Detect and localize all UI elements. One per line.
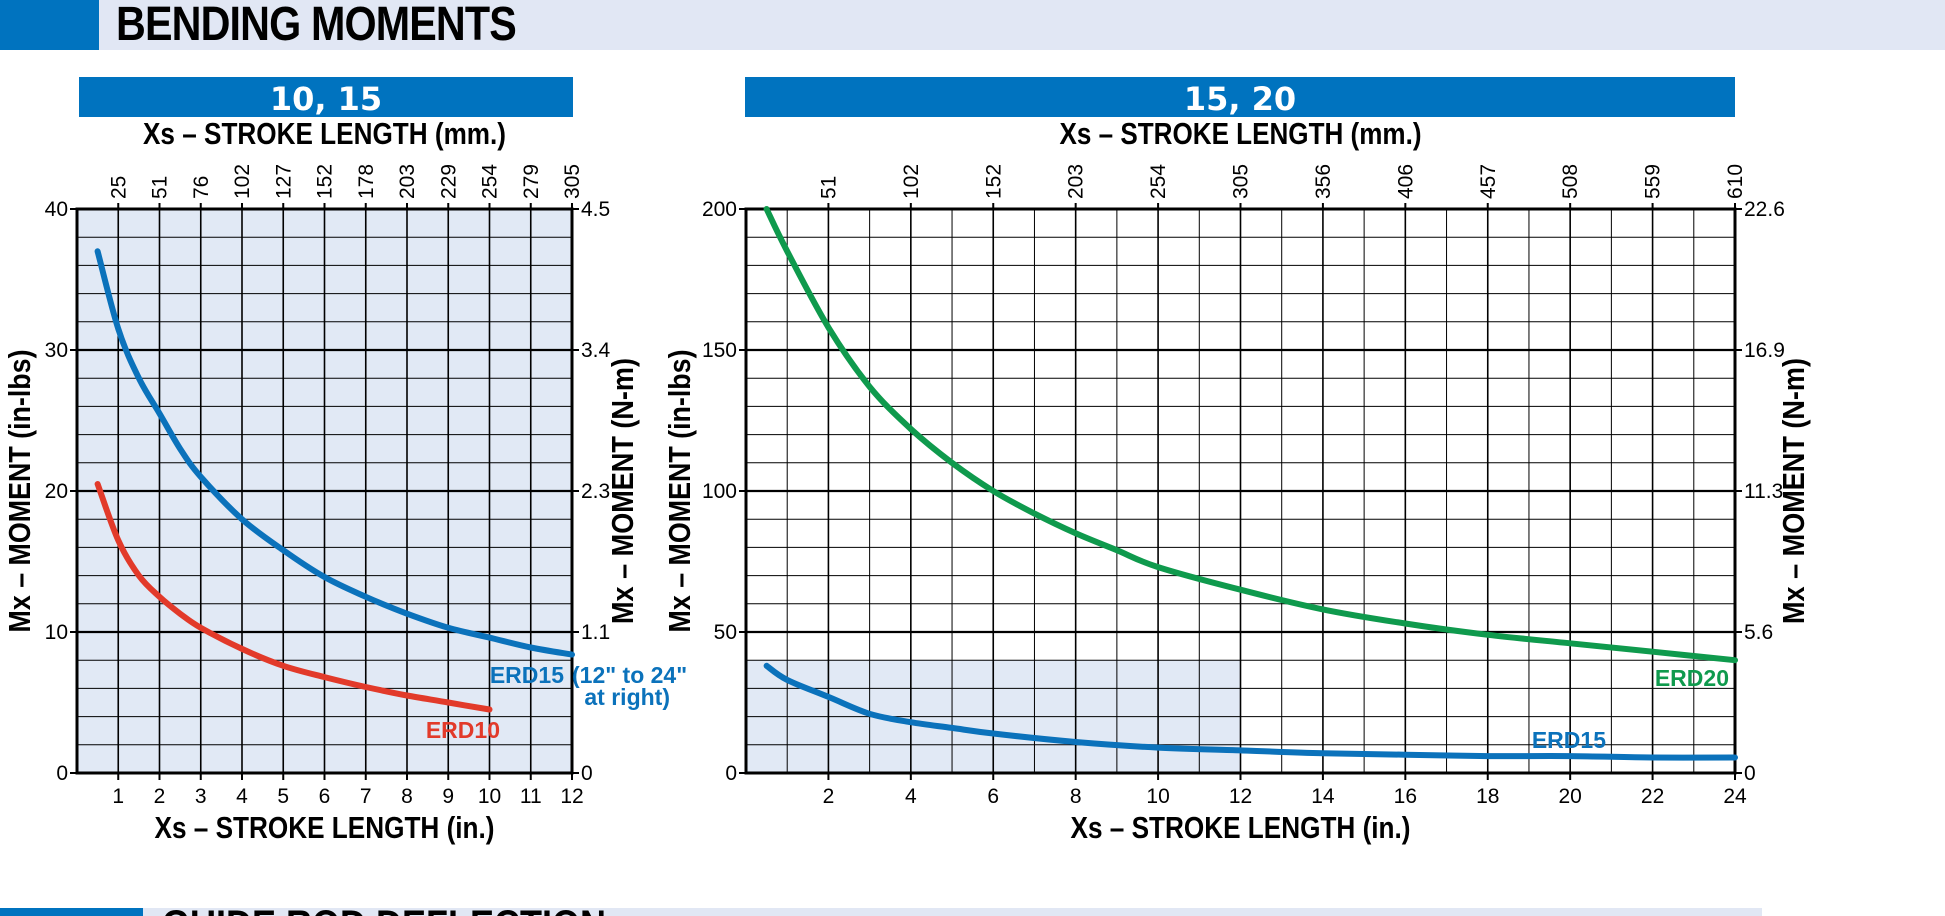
chart-erd10-15-series-erd15-label: ERD15: [490, 662, 564, 688]
chart-erd15-20-y2-tick-label: 16.9: [1744, 339, 1785, 362]
chart-erd15-20-x2-tick-label: 203: [1065, 164, 1088, 199]
chart-erd15-20-y2-tick-label: 11.3: [1744, 480, 1783, 503]
chart-erd15-20-x2-tick-label: 51: [817, 176, 840, 199]
chart-erd15-20-y2-tick-label: 22.6: [1744, 198, 1785, 221]
chart-erd15-20-y2-tick-label: 0: [1744, 762, 1756, 785]
chart-erd15-20-x2-tick-label: 356: [1312, 164, 1335, 199]
chart-erd15-20-y-axis-title: Mx – MOMENT (in-lbs): [662, 350, 697, 633]
chart-erd10-15-x2-tick-label: 127: [272, 164, 295, 199]
chart-erd15-20-title-band: [745, 77, 1735, 117]
chart-erd15-20-x2-tick-label: 508: [1559, 164, 1582, 199]
chart-erd10-15-x2-tick-label: 25: [107, 176, 130, 199]
next-section-title: GUIDE ROD DEFLECTION: [162, 901, 606, 916]
chart-erd15-20-y-tick-label: 50: [714, 621, 737, 644]
chart-erd10-15-x2-axis-title: Xs – STROKE LENGTH (mm.): [143, 116, 506, 151]
page-title: BENDING MOMENTS: [116, 0, 517, 51]
chart-erd15-20-x-tick-label: 2: [823, 785, 835, 808]
chart-erd10-15-x2-tick-label: 102: [231, 164, 254, 199]
chart-erd10-15-series-erd10-label: ERD10: [426, 717, 500, 743]
chart-erd15-20-x-tick-label: 12: [1229, 785, 1252, 808]
chart-erd15-20-x-tick-label: 14: [1311, 785, 1335, 808]
chart-erd15-20-y-tick-label: 100: [702, 480, 737, 503]
chart-erd10-15-x-tick-label: 9: [442, 785, 454, 808]
chart-erd10-15-annotation-line2: at right): [584, 684, 670, 710]
chart-erd15-20-x-tick-label: 18: [1476, 785, 1499, 808]
header-band: [0, 0, 1945, 50]
header-accent-block: [0, 0, 99, 50]
chart-erd15-20-series-erd15-label: ERD15: [1532, 727, 1606, 753]
chart-erd10-15-x2-tick-label: 178: [355, 164, 378, 199]
chart-erd15-20-x-tick-label: 24: [1723, 785, 1747, 808]
chart-erd15-20-x2-tick-label: 610: [1724, 164, 1747, 199]
chart-erd10-15-series-erd10-line: [94, 481, 493, 713]
chart-erd15-20-x-tick-label: 22: [1641, 785, 1664, 808]
chart-erd15-20-x2-tick-label: 152: [982, 164, 1005, 199]
chart-erd15-20-series-erd20-line: [763, 206, 1738, 664]
chart-erd15-20-x-tick-label: 16: [1394, 785, 1417, 808]
chart-erd10-15-y-tick-label: 20: [45, 480, 68, 503]
chart-erd10-15-x-tick-label: 2: [154, 785, 166, 808]
chart-erd10-15-x-tick-label: 3: [195, 785, 207, 808]
chart-erd10-15-x-tick-label: 11: [520, 785, 542, 808]
chart-erd10-15-x-tick-label: 8: [401, 785, 413, 808]
chart-erd10-15-y2-tick-label: 0: [581, 762, 593, 785]
chart-erd10-15-x-axis-title: Xs – STROKE LENGTH (in.): [155, 810, 495, 845]
chart-erd10-15-x-tick-label: 6: [319, 785, 331, 808]
chart-erd10-15-y-tick-label: 30: [45, 339, 68, 362]
chart-erd10-15-y2-tick-label: 2.3: [581, 480, 610, 503]
chart-erd10-15-y-tick-label: 40: [45, 198, 68, 221]
footer-accent-block: [0, 908, 143, 916]
chart-erd15-20-x2-axis-title: Xs – STROKE LENGTH (mm.): [1060, 116, 1422, 151]
chart-erd15-20-x-tick-label: 6: [987, 785, 999, 808]
chart-erd10-15-x2-tick-label: 254: [479, 164, 502, 199]
chart-erd15-20-x-tick-label: 10: [1146, 785, 1169, 808]
chart-erd15-20-x-tick-label: 4: [905, 785, 917, 808]
chart-erd10-15-x2-tick-label: 51: [149, 176, 172, 199]
chart-erd10-15-x-tick-label: 10: [478, 785, 501, 808]
chart-erd10-15-series-erd15-line: [94, 248, 575, 658]
chart-erd10-15-x2-tick-label: 152: [314, 164, 337, 199]
chart-erd10-15-y-tick-label: 0: [56, 762, 68, 785]
chart-erd15-20-x2-tick-label: 102: [900, 164, 923, 199]
chart-erd10-15-y2-axis-title: Mx – MOMENT (N-m): [605, 358, 640, 624]
chart-erd15-20-x-axis-title: Xs – STROKE LENGTH (in.): [1071, 810, 1411, 845]
chart-erd10-15-y2-tick-label: 1.1: [581, 621, 610, 644]
chart-erd10-15-y2-tick-label: 4.5: [581, 198, 610, 221]
chart-erd15-20-y2-tick-label: 5.6: [1744, 621, 1773, 644]
chart-erd10-15-x-tick-label: 5: [277, 785, 289, 808]
chart-erd10-15-x2-tick-label: 76: [190, 176, 213, 199]
footer-band: [0, 908, 1762, 916]
chart-erd10-15-x2-tick-label: 279: [520, 164, 543, 199]
chart-erd10-15-title: 10, 15: [270, 80, 382, 118]
chart-erd10-15-x-tick-label: 1: [112, 785, 124, 808]
chart-erd15-20-x2-tick-label: 305: [1230, 164, 1253, 199]
chart-erd15-20-y-tick-label: 0: [725, 762, 737, 785]
chart-erd15-20-y2-axis-title: Mx – MOMENT (N-m): [1776, 358, 1811, 624]
chart-erd15-20-x2-tick-label: 559: [1642, 164, 1665, 199]
chart-erd10-15-title-band: [79, 77, 573, 117]
chart-erd15-20-x-tick-label: 20: [1558, 785, 1581, 808]
chart-erd15-20-series-erd20-label: ERD20: [1655, 665, 1729, 691]
chart-erd10-15-y-axis-title: Mx – MOMENT (in-lbs): [2, 350, 37, 633]
chart-erd10-15-y2-tick-label: 3.4: [581, 339, 611, 362]
chart-erd10-15-x-tick-label: 7: [360, 785, 372, 808]
chart-erd15-20-y-tick-label: 200: [702, 198, 737, 221]
chart-erd15-20-y-tick-label: 150: [702, 339, 737, 362]
chart-erd10-15-x2-tick-label: 229: [437, 164, 460, 199]
chart-erd15-20-x2-tick-label: 254: [1147, 164, 1170, 199]
chart-erd10-15-x2-tick-label: 203: [396, 164, 419, 199]
chart-erd10-15-y-tick-label: 10: [45, 621, 68, 644]
chart-erd10-15-x-tick-label: 4: [236, 785, 248, 808]
chart-erd10-15-x-tick-label: 12: [560, 785, 583, 808]
chart-erd15-20-x-tick-label: 8: [1070, 785, 1082, 808]
chart-erd15-20-x2-tick-label: 457: [1477, 164, 1500, 199]
chart-erd15-20-title: 15, 20: [1184, 80, 1296, 118]
chart-erd10-15-x2-tick-label: 305: [561, 164, 584, 199]
chart-erd15-20-series-erd15-line: [763, 662, 1738, 761]
chart-erd10-15-annotation-line1: (12" to 24": [572, 662, 687, 688]
chart-erd15-20-x2-tick-label: 406: [1394, 164, 1417, 199]
